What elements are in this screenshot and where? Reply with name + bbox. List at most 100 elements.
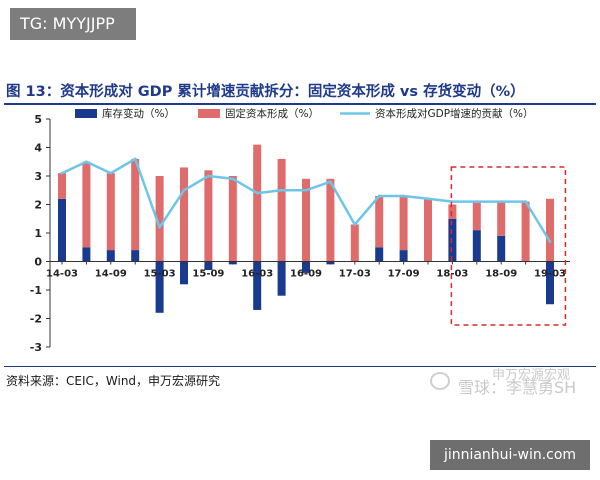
- legend-inventory-swatch: [75, 109, 97, 118]
- bar-inventory: [204, 261, 213, 271]
- y-tick-label: 1: [34, 227, 42, 240]
- bar-fixed-capital: [228, 176, 237, 262]
- bar-fixed-capital: [253, 144, 262, 262]
- x-axis: 14-03 14-09 15-03 15-09 16-03 16-09 17-03 17-09…: [46, 261, 570, 280]
- bar-fixed-capital: [302, 178, 310, 262]
- x-tick-label: 14-09: [95, 269, 127, 280]
- y-tick-label: 0: [34, 256, 42, 269]
- y-tick-label: 4: [34, 142, 42, 155]
- contribution-point: [109, 171, 113, 175]
- watermark-line1: 申万宏源宏观: [492, 368, 571, 383]
- y-axis: 5 4 3 2 1 0 -1 -2 -3: [30, 113, 51, 354]
- source-note: 资料来源：CEIC，Wind，申万宏源研究: [6, 374, 221, 388]
- bar-fixed-capital: [106, 173, 115, 251]
- y-tick-label: 5: [34, 113, 42, 126]
- contribution-point: [207, 174, 210, 178]
- bar-inventory: [375, 247, 384, 262]
- bar-inventory: [58, 198, 66, 262]
- bar-fixed-capital: [204, 170, 213, 262]
- x-tick-label: 19-03: [534, 269, 566, 280]
- bar-fixed-capital: [546, 198, 554, 262]
- legend-inventory: 库存变动（%）: [75, 107, 175, 120]
- bar-inventory: [253, 261, 262, 310]
- site-label[interactable]: jinnianhui-win.com: [430, 440, 590, 470]
- watermark-line2: 雪球：李慧勇SH: [458, 378, 577, 397]
- x-tick-label: 15-03: [144, 269, 176, 280]
- contribution-point: [353, 223, 357, 226]
- highlight-box: [450, 166, 567, 326]
- bar-fixed-capital: [326, 178, 335, 262]
- contribution-point: [377, 194, 381, 198]
- bars: [58, 144, 554, 313]
- bar-inventory: [497, 235, 506, 262]
- bar-inventory: [180, 261, 188, 285]
- contribution-line: [60, 157, 552, 243]
- x-tick-label: 18-09: [485, 269, 517, 280]
- contribution-point: [231, 177, 235, 181]
- contribution-point: [60, 171, 64, 175]
- highlight-rect: [450, 166, 567, 326]
- contribution-point: [158, 225, 162, 229]
- contribution-point: [499, 200, 503, 204]
- bar-fixed-capital: [277, 158, 286, 262]
- bar-fixed-capital: [375, 195, 384, 248]
- contribution-point: [402, 194, 405, 198]
- contribution-point: [304, 188, 308, 192]
- x-tick-label: 16-03: [241, 269, 273, 280]
- y-tick-label: -3: [30, 341, 42, 354]
- bar-fixed-capital: [155, 176, 164, 262]
- contribution-point: [548, 240, 552, 243]
- contribution-point: [426, 197, 430, 201]
- watermark-logo-icon: [430, 372, 450, 390]
- bar-inventory: [472, 230, 481, 262]
- legend-inventory-label: 库存变动（%）: [102, 107, 175, 120]
- bar-fixed-capital: [399, 195, 408, 251]
- x-tick-label: 15-09: [192, 269, 224, 280]
- bar-fixed-capital: [82, 161, 91, 248]
- bar-inventory: [302, 261, 310, 273]
- title-rule: [4, 103, 596, 105]
- x-tick-label: 17-09: [388, 269, 420, 280]
- bar-inventory: [546, 261, 554, 305]
- stacked-bar-line-chart: 库存变动（%） 固定资本形成（%） 资本形成对GDP增速的贡献（%） 5 4 3 2 1 0 -…: [30, 107, 570, 354]
- bar-inventory: [82, 247, 91, 262]
- contribution-point: [182, 188, 186, 192]
- x-tick-label: 18-03: [436, 269, 468, 280]
- bar-fixed-capital: [472, 201, 481, 231]
- y-tick-label: -1: [30, 284, 42, 297]
- bar-inventory: [106, 250, 115, 262]
- bar-fixed-capital: [497, 201, 506, 236]
- legend-fixed-capital-swatch: [198, 109, 220, 118]
- bar-inventory: [131, 250, 140, 262]
- legend-fixed-capital: 固定资本形成（%）: [198, 107, 319, 120]
- x-tick-label: 14-03: [46, 269, 78, 280]
- bar-fixed-capital: [350, 224, 359, 262]
- y-tick-label: 3: [34, 170, 42, 183]
- bottom-rule: [4, 366, 596, 367]
- contribution-point: [255, 191, 259, 195]
- contribution-point: [329, 180, 332, 184]
- x-tick-label: 17-03: [339, 269, 371, 280]
- y-tick-label: 2: [34, 199, 42, 212]
- legend-contribution: 资本形成对GDP增速的贡献（%）: [340, 107, 534, 120]
- contribution-point: [280, 188, 283, 192]
- bar-inventory: [155, 261, 164, 313]
- contribution-point: [475, 200, 479, 204]
- legend-fixed-capital-label: 固定资本形成（%）: [225, 107, 319, 120]
- top-tag: TG: MYYJJPP: [10, 8, 136, 40]
- bar-fixed-capital: [180, 167, 188, 262]
- bar-inventory: [399, 250, 408, 262]
- chart-legend: 库存变动（%） 固定资本形成（%） 资本形成对GDP增速的贡献（%）: [75, 107, 534, 120]
- bar-fixed-capital: [448, 204, 457, 219]
- y-tick-label: -2: [30, 313, 42, 326]
- bar-fixed-capital: [58, 173, 66, 199]
- contribution-point: [524, 200, 527, 204]
- contribution-point: [85, 160, 88, 164]
- bar-inventory: [448, 218, 457, 262]
- bar-fixed-capital: [131, 158, 140, 251]
- bar-fixed-capital: [521, 201, 530, 262]
- x-tick-label: 16-09: [290, 269, 322, 280]
- figure-title: 图 13：资本形成对 GDP 累计增速贡献拆分：固定资本形成 vs 存货变动（%…: [6, 84, 525, 100]
- bar-fixed-capital: [424, 198, 432, 262]
- bar-inventory: [277, 261, 286, 296]
